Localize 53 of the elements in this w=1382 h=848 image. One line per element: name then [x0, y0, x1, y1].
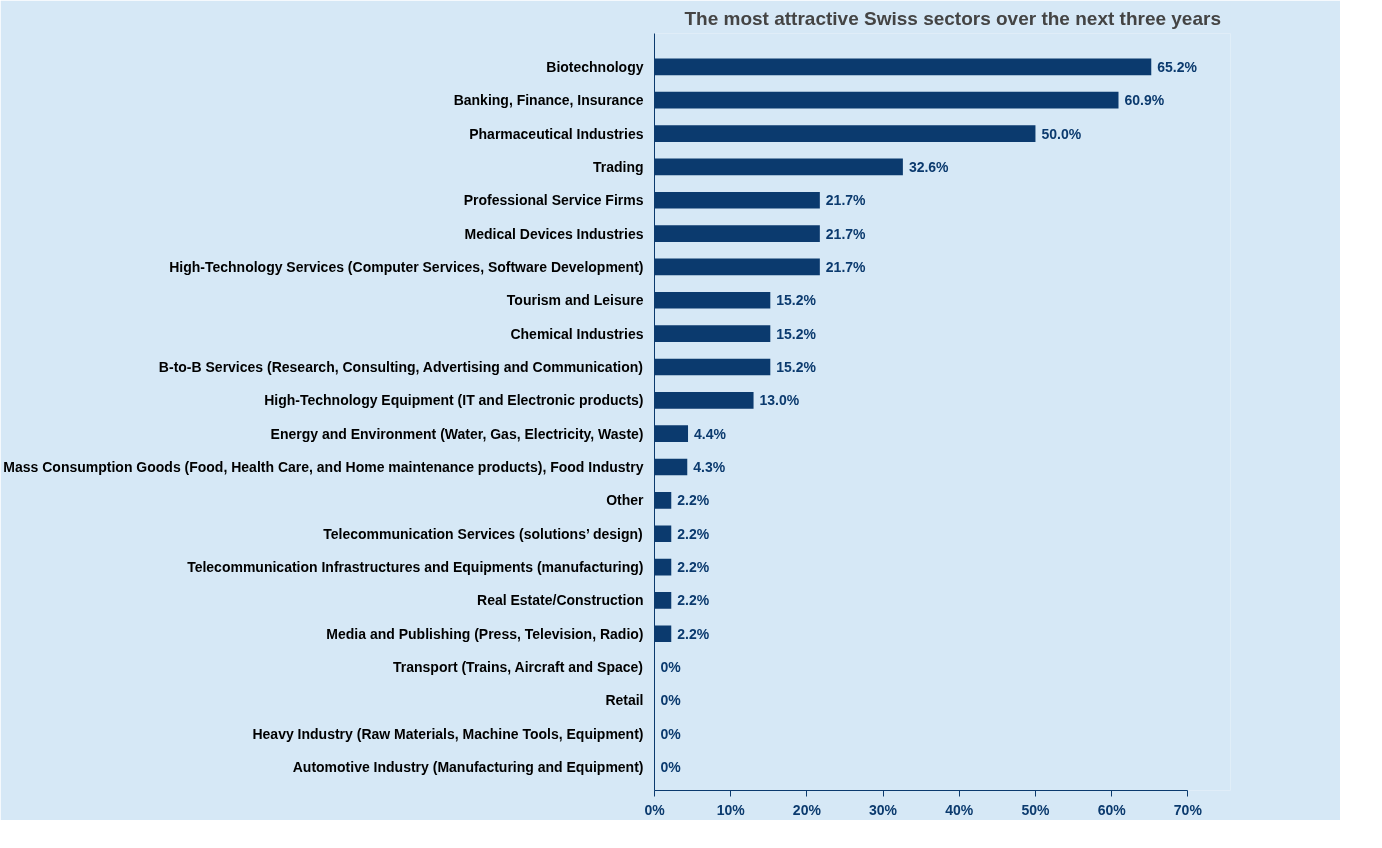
y-tick-label: Retail: [605, 692, 644, 709]
data-label: 50.0%: [1041, 125, 1082, 142]
data-label: 15.2%: [776, 325, 817, 342]
y-tick-label: Biotechnology: [546, 58, 644, 75]
data-label: 2.2%: [677, 492, 710, 509]
y-tick-label: Other: [606, 492, 645, 509]
y-tick-label: Energy and Environment (Water, Gas, Electricity, Waste): [270, 425, 644, 442]
data-label: 32.6%: [908, 158, 950, 175]
y-tick-label: Medical Devices Industries: [464, 225, 644, 242]
data-label: 0%: [660, 759, 682, 776]
y-tick-label: Pharmaceutical Industries: [469, 125, 644, 142]
y-tick-label: Trading: [592, 158, 644, 175]
x-tick-label: 10%: [716, 801, 746, 818]
y-tick-label: Mass Consumption Goods (Food, Health Care, and Home maintenance products), Food Industry: [3, 459, 644, 476]
x-tick-label: 0%: [644, 801, 666, 818]
x-tick-label: 60%: [1097, 801, 1127, 818]
data-label: 4.4%: [694, 425, 727, 442]
data-label: 0%: [660, 659, 682, 676]
data-label: 2.2%: [677, 592, 710, 609]
y-tick-label: Tourism and Leisure: [506, 292, 644, 309]
data-label: 21.7%: [825, 225, 867, 242]
y-tick-label: Heavy Industry (Raw Materials, Machine Tools, Equipment): [252, 725, 644, 742]
y-tick-label: Transport (Trains, Aircraft and Space): [392, 659, 643, 676]
data-label: 65.2%: [1157, 58, 1198, 75]
x-tick-label: 30%: [869, 801, 898, 818]
x-tick-label: 20%: [792, 801, 822, 818]
y-tick-label: Real Estate/Construction: [477, 592, 644, 609]
data-label: 21.7%: [825, 192, 867, 209]
y-tick-label: Professional Service Firms: [463, 192, 644, 209]
data-label: 2.2%: [677, 559, 710, 576]
data-label: 15.2%: [776, 358, 817, 375]
data-label: 4.3%: [693, 459, 726, 476]
data-label: 60.9%: [1124, 92, 1165, 109]
data-label: 15.2%: [776, 292, 817, 309]
x-tick-label: 70%: [1173, 801, 1203, 818]
y-tick-label: Banking, Finance, Insurance: [453, 92, 644, 109]
y-tick-label: High-Technology Equipment (IT and Electronic products): [264, 392, 644, 409]
data-label: 21.7%: [825, 258, 867, 275]
data-label: 13.0%: [759, 392, 800, 409]
y-tick-label: Media and Publishing (Press, Television, Radio): [326, 625, 644, 642]
x-tick-label: 40%: [945, 801, 974, 818]
y-tick-label: High-Technology Services (Computer Services, Software Development): [169, 258, 644, 275]
y-tick-label: Telecommunication Infrastructures and Equipments (manufacturing): [187, 559, 644, 576]
y-tick-label: B-to-B Services (Research, Consulting, Advertising and Communication): [158, 358, 643, 375]
data-label: 2.2%: [677, 525, 710, 542]
y-tick-label: Automotive Industry (Manufacturing and Equipment): [292, 759, 644, 776]
data-label: 2.2%: [677, 625, 710, 642]
y-tick-label: Chemical Industries: [510, 325, 644, 342]
x-tick-label: 50%: [1021, 801, 1051, 818]
data-label: 0%: [660, 692, 682, 709]
y-tick-label: Telecommunication Services (solutions’ design): [323, 525, 643, 542]
data-label: 0%: [660, 725, 682, 742]
chart-title: The most attractive Swiss sectors over the next three years: [684, 7, 1221, 29]
